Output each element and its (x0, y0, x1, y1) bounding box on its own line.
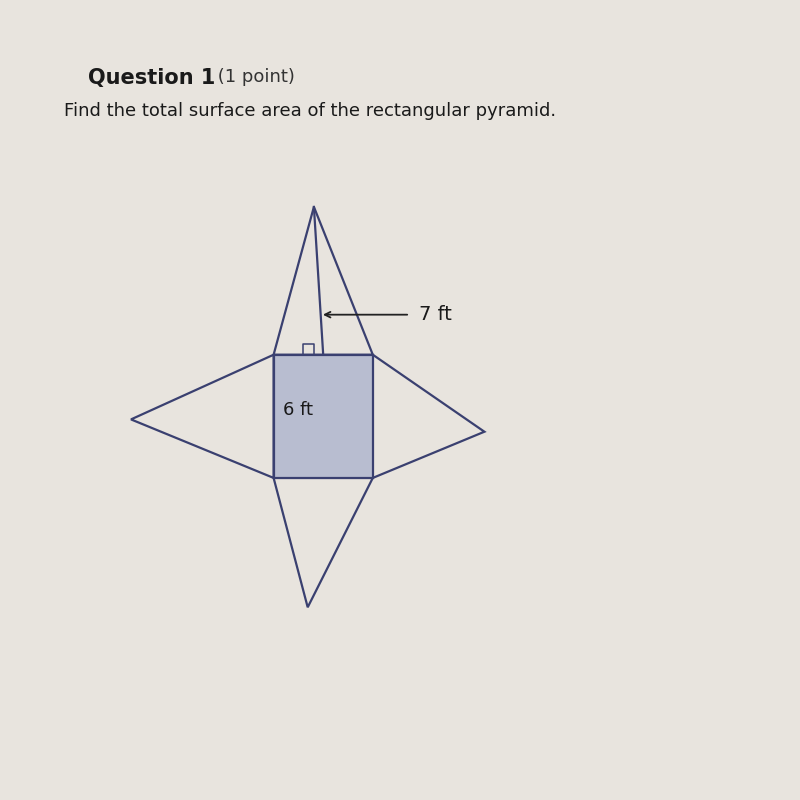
Text: 6 ft: 6 ft (283, 401, 313, 419)
Text: (1 point): (1 point) (212, 68, 295, 86)
Text: Question 1: Question 1 (88, 68, 215, 88)
Text: Find the total surface area of the rectangular pyramid.: Find the total surface area of the recta… (64, 102, 556, 120)
Text: 7 ft: 7 ft (419, 305, 452, 324)
Polygon shape (274, 354, 373, 478)
